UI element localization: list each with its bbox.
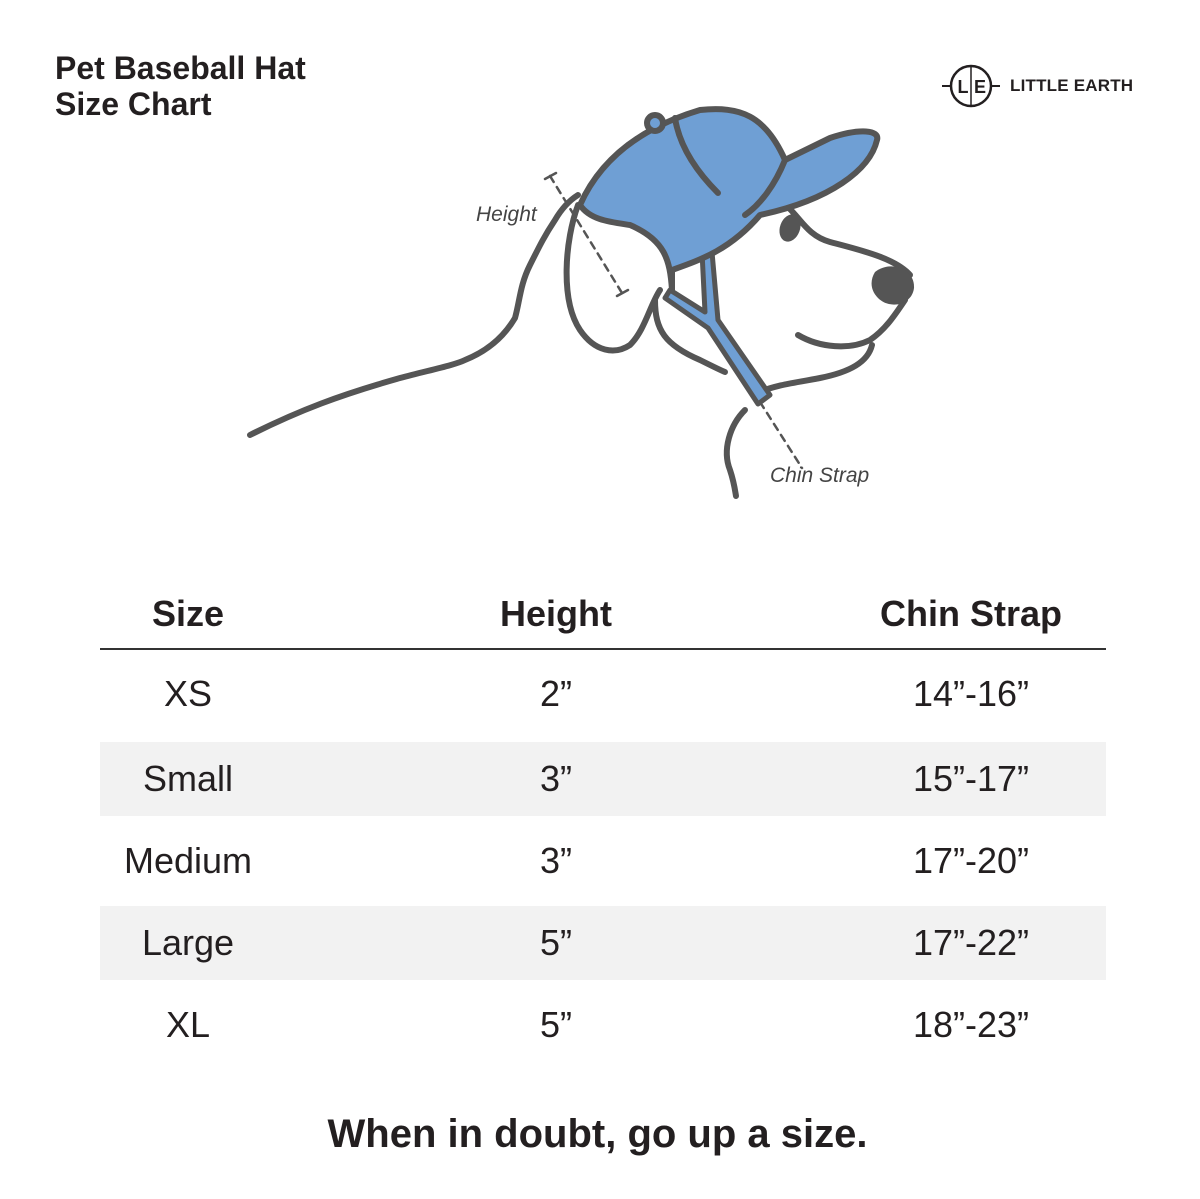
dog-nose [871,266,915,305]
header-chin-strap: Chin Strap [879,593,1062,634]
cell-size: Medium [123,840,253,881]
dog-hat-illustration [247,106,915,499]
cell-height: 3” [539,758,572,799]
cell-size: Small [142,758,234,799]
table-header: Size Height Chin Strap [100,580,1106,650]
dog-neck [723,407,748,499]
cell-height: 2” [539,673,572,714]
dog-eye [779,214,801,242]
measurement-lines [548,174,804,470]
header-height: Height [500,593,612,634]
page-title: Pet Baseball Hat Size Chart [55,50,306,122]
header-size: Size [151,593,225,634]
title-line-2: Size Chart [55,86,212,122]
dog-jaw [757,342,875,395]
table-row: XS 2” 14”-16” [100,650,1106,738]
chin-strap-label: Chin Strap [770,464,870,487]
sizing-advice: When in doubt, go up a size. [327,1112,868,1156]
little-earth-logo-icon: L E [942,64,1000,108]
dog-head-outline [777,197,913,278]
svg-text:L: L [958,77,969,97]
dog-snout [795,297,908,350]
brand-name: LITTLE EARTH [1010,76,1134,95]
cell-size: XS [163,673,213,714]
height-label: Height [476,203,537,226]
cell-chin: 18”-23” [912,1004,1030,1045]
cell-chin: 17”-20” [912,840,1030,881]
cell-height: 3” [539,840,572,881]
cell-chin: 14”-16” [912,673,1030,714]
cell-chin: 17”-22” [912,922,1030,963]
dog-ear [563,202,663,354]
cell-height: 5” [539,1004,572,1045]
table-row: Medium 3” 17”-20” [100,820,1106,902]
size-table: Size Height Chin Strap XS 2” 14”-16” Sma… [100,580,1106,1066]
table-row: Small 3” 15”-17” [100,742,1106,816]
table-row: Large 5” 17”-22” [100,906,1106,980]
chin-strap [662,249,773,407]
cell-size: Large [141,922,235,963]
table-row: XL 5” 18”-23” [100,984,1106,1066]
cell-height: 5” [539,922,572,963]
brand-logo: L E LITTLE EARTH [940,60,1133,112]
baseball-hat [577,106,881,293]
cell-size: XL [165,1004,211,1045]
dog-back-outline [247,192,581,438]
title-line-1: Pet Baseball Hat [55,50,306,86]
cell-chin: 15”-17” [912,758,1030,799]
svg-text:E: E [974,77,986,97]
dog-cheek [652,297,728,375]
